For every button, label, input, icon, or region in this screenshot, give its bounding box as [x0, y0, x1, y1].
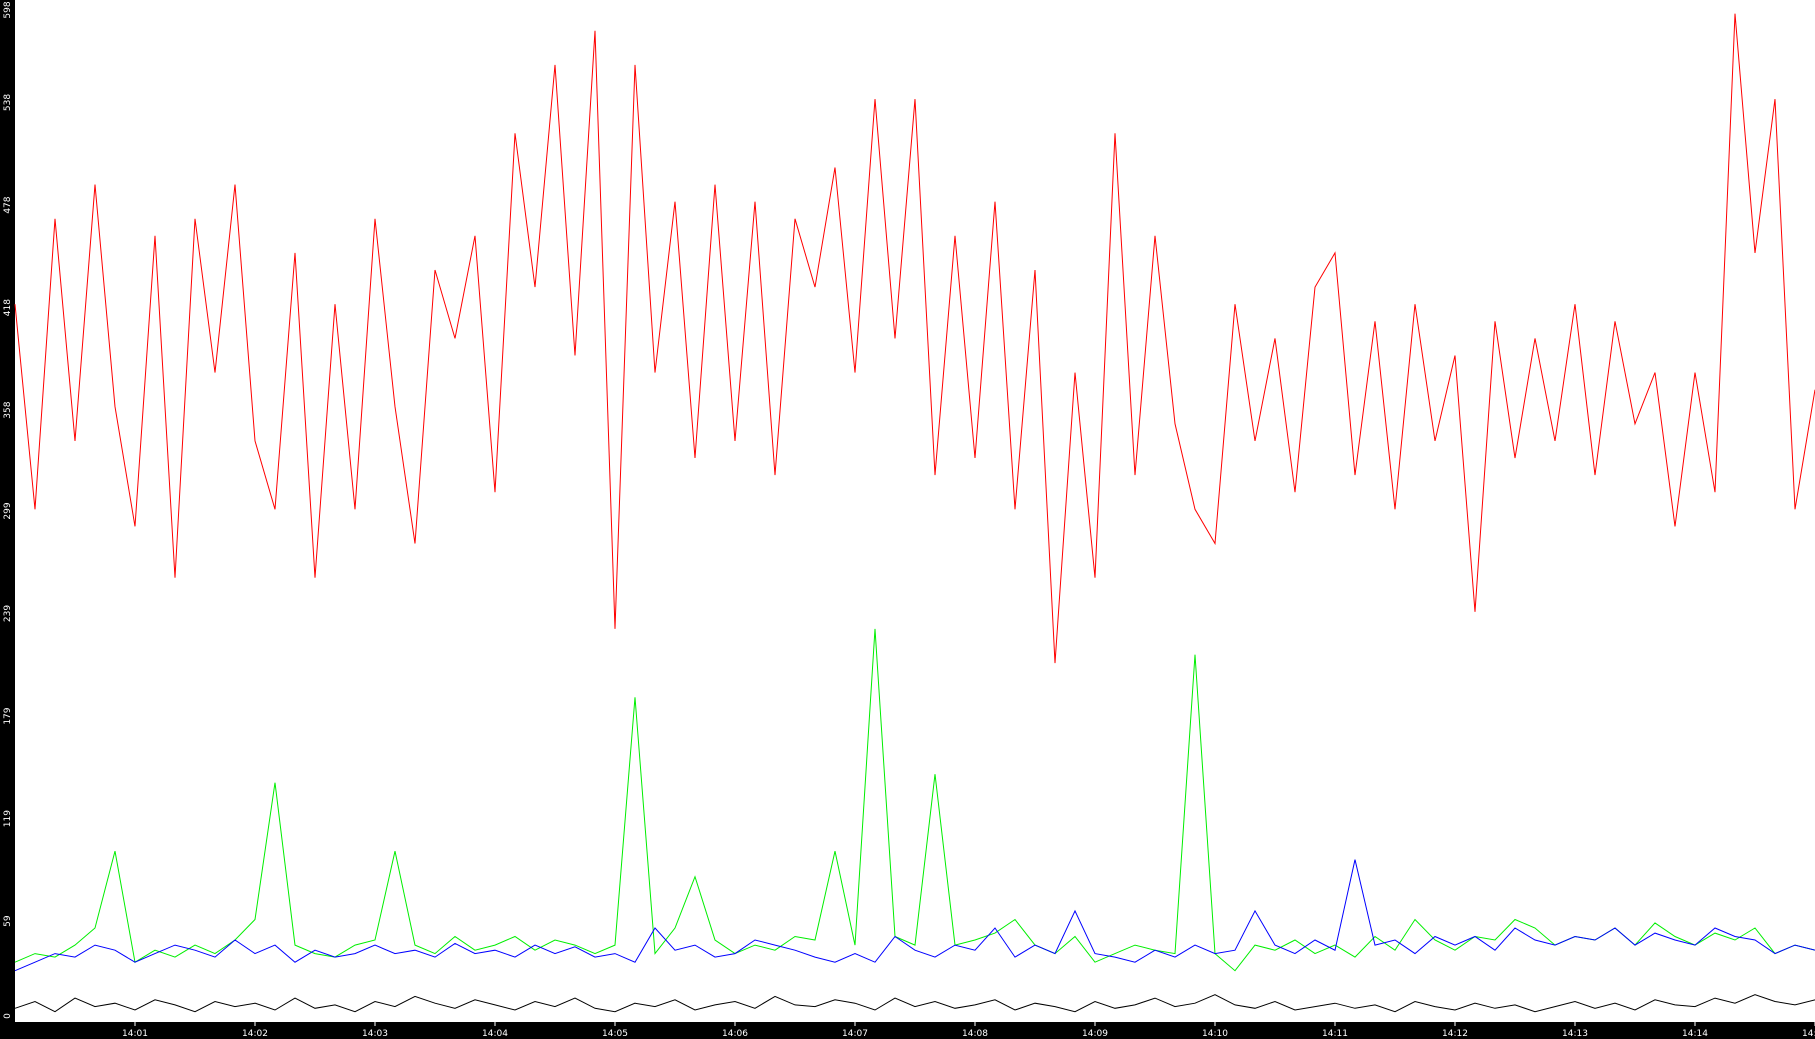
- y-tick-label: 299: [3, 502, 13, 519]
- plot-area: [15, 0, 1815, 1022]
- x-tick-label: 14:04: [482, 1029, 508, 1039]
- y-tick-label: 418: [3, 299, 13, 316]
- y-tick-label: 59: [3, 915, 13, 927]
- y-tick-label: 119: [3, 810, 13, 827]
- x-tick-label: 14:02: [242, 1029, 268, 1039]
- y-tick-label: 478: [3, 196, 13, 213]
- y-tick-label: 179: [3, 707, 13, 724]
- x-tick-label: 14:07: [842, 1029, 868, 1039]
- x-tick-label: 14:12: [1442, 1029, 1468, 1039]
- y-tick-label: 239: [3, 605, 13, 622]
- series-layer: [14, 13, 1815, 1013]
- x-tick-label: 14:11: [1322, 1029, 1348, 1039]
- x-tick-label: 14:09: [1082, 1029, 1108, 1039]
- y-axis: 0 59 119 179 239 299 358 418 478 538 598: [3, 1, 13, 1019]
- series-line-0: [14, 13, 1815, 664]
- x-axis: 14:01 14:02 14:03 14:04 14:05 14:06 14:07 14:08…: [122, 1022, 1815, 1039]
- series-line-3: [14, 994, 1815, 1013]
- series-line-2: [14, 859, 1815, 972]
- y-tick-label: 538: [3, 94, 13, 111]
- x-tick-label: 14:15: [1802, 1029, 1815, 1039]
- y-tick-label: 598: [3, 1, 13, 18]
- y-tick-label: 358: [3, 401, 13, 418]
- series-line-1: [14, 628, 1815, 972]
- y-tick-label: 0: [3, 1013, 13, 1019]
- x-tick-label: 14:05: [602, 1029, 628, 1039]
- left-axis-strip: [0, 0, 15, 1039]
- x-tick-label: 14:08: [962, 1029, 988, 1039]
- bottom-axis-strip: [0, 1022, 1815, 1039]
- x-tick-label: 14:10: [1202, 1029, 1228, 1039]
- x-tick-label: 14:01: [122, 1029, 148, 1039]
- x-tick-label: 14:03: [362, 1029, 388, 1039]
- x-tick-label: 14:13: [1562, 1029, 1588, 1039]
- x-tick-label: 14:06: [722, 1029, 748, 1039]
- x-tick-label: 14:14: [1682, 1029, 1708, 1039]
